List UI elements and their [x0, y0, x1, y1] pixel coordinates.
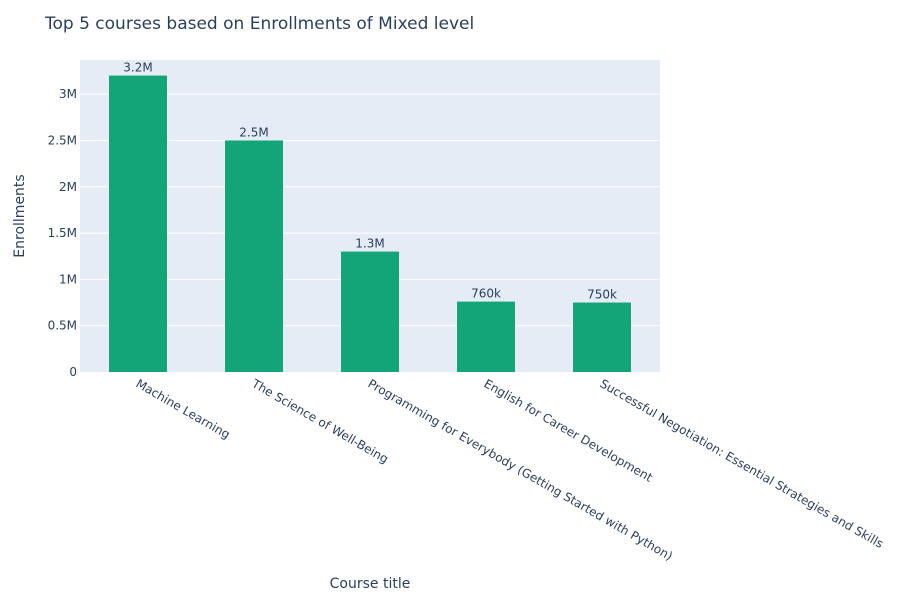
bar-value-label: 750k — [587, 288, 617, 302]
y-tick-label: 1.5M — [48, 226, 77, 240]
bar — [225, 140, 283, 372]
bar — [109, 75, 167, 372]
data-labels: 3.2M 2.5M 1.3M 760k 750k — [123, 61, 617, 302]
y-tick-label: 0.5M — [48, 319, 77, 333]
bar — [457, 301, 515, 372]
bar — [573, 302, 631, 372]
y-axis-title: Enrollments — [12, 174, 28, 257]
bar-value-label: 760k — [471, 287, 501, 301]
bar — [341, 251, 399, 372]
bar-value-label: 2.5M — [239, 125, 268, 139]
y-tick-label: 2M — [59, 180, 77, 194]
y-tick-label: 2.5M — [48, 133, 77, 147]
bar-value-label: 1.3M — [355, 237, 384, 251]
y-tick-label: 3M — [59, 87, 77, 101]
chart-title: Top 5 courses based on Enrollments of Mi… — [44, 14, 474, 34]
x-axis-title: Course title — [330, 576, 411, 592]
bar-value-label: 3.2M — [123, 61, 152, 75]
x-tick-label: Machine Learning — [134, 376, 233, 441]
y-tick-label: 0 — [69, 365, 77, 379]
y-tick-label: 1M — [59, 272, 77, 286]
x-axis-ticks: Machine Learning The Science of Well-Bein… — [134, 376, 886, 563]
bars — [109, 75, 631, 372]
y-axis-ticks: 0 0.5M 1M 1.5M 2M 2.5M 3M — [48, 87, 77, 379]
